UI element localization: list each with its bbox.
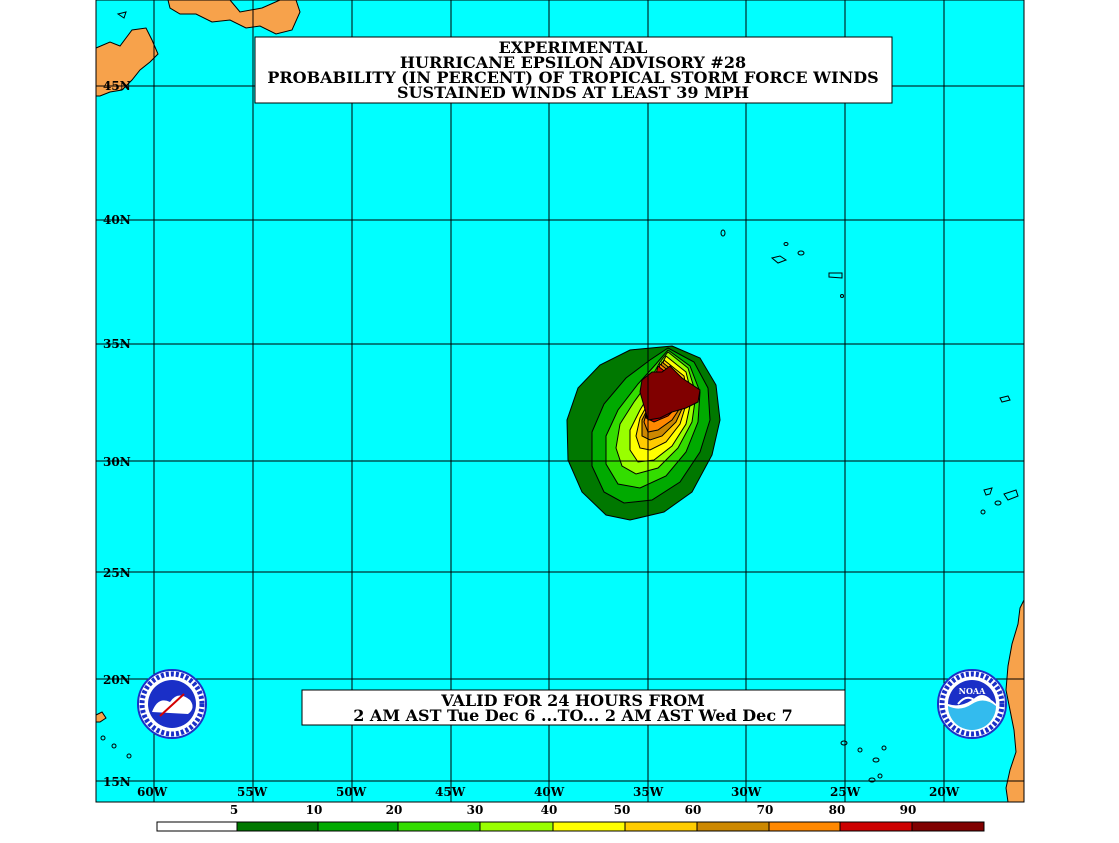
island-bermuda xyxy=(116,11,127,19)
island-azores-5 xyxy=(828,272,843,279)
legend-tick-labels: 5 10 20 30 40 50 60 70 80 90 xyxy=(230,803,917,817)
legend-tick-20: 20 xyxy=(386,803,403,817)
lon-label-30w: 30W xyxy=(731,785,762,799)
valid-box-background xyxy=(301,689,846,726)
noaa-logo-water xyxy=(948,700,996,730)
lat-label-15n: 15N xyxy=(103,775,131,789)
legend-tick-40: 40 xyxy=(541,803,558,817)
island-madeira xyxy=(999,395,1011,403)
landmass-nova-scotia xyxy=(95,27,159,97)
legend-tick-50: 50 xyxy=(614,803,631,817)
legend-tick-10: 10 xyxy=(306,803,323,817)
title-box-background xyxy=(254,36,893,104)
island-azores-2 xyxy=(770,255,788,264)
valid-period-box: VALID FOR 24 HOURS FROM 2 AM AST Tue Dec… xyxy=(301,689,846,726)
legend-tick-60: 60 xyxy=(685,803,702,817)
island-cape-verde-4 xyxy=(881,745,887,751)
legend-swatch xyxy=(552,821,626,832)
ocean-area xyxy=(96,0,1024,802)
island-azores-3 xyxy=(797,250,805,256)
island-cape-verde-6 xyxy=(877,773,883,779)
lat-lon-grid xyxy=(96,0,1024,802)
legend-tick-80: 80 xyxy=(829,803,846,817)
island-canary-3 xyxy=(994,500,1002,506)
lon-label-25w: 25W xyxy=(830,785,861,799)
island-cape-verde-2 xyxy=(857,747,863,753)
noaa-logo-sky xyxy=(948,680,996,706)
island-antilles-1 xyxy=(100,735,106,741)
landmass-africa xyxy=(1005,599,1025,803)
island-cape-verde-3 xyxy=(872,757,880,763)
landmass-newfoundland xyxy=(167,0,301,35)
nws-logo xyxy=(137,669,207,739)
noaa-logo-gull xyxy=(957,695,991,705)
noaa-logo: NOAA xyxy=(937,669,1007,739)
lon-label-35w: 35W xyxy=(633,785,664,799)
island-azores-1 xyxy=(720,229,726,237)
latitude-labels: 45N 40N 35N 30N 25N 20N 15N xyxy=(103,79,131,789)
legend-tick-90: 90 xyxy=(900,803,917,817)
color-legend: 5 10 20 30 40 50 60 70 80 90 xyxy=(156,803,985,832)
contour-band-90-plus xyxy=(639,365,701,421)
title-box: EXPERIMENTAL HURRICANE EPSILON ADVISORY … xyxy=(254,36,893,104)
legend-swatch xyxy=(624,821,698,832)
land-masses xyxy=(95,0,1025,803)
legend-swatch xyxy=(156,821,238,832)
island-cape-verde-1 xyxy=(840,740,848,746)
legend-swatch xyxy=(317,821,399,832)
title-experimental: EXPERIMENTAL xyxy=(499,38,648,57)
nws-logo-ring-text-band xyxy=(139,671,205,737)
island-canary-1 xyxy=(983,487,993,496)
island-antilles-3 xyxy=(126,753,132,759)
island-azores-4 xyxy=(783,242,789,246)
title-sustained-winds: SUSTAINED WINDS AT LEAST 39 MPH xyxy=(397,83,749,102)
legend-swatch xyxy=(839,821,913,832)
lon-label-20w: 20W xyxy=(929,785,960,799)
lon-label-45w: 45W xyxy=(435,785,466,799)
island-canary-2 xyxy=(1003,489,1019,501)
lon-label-60w: 60W xyxy=(137,785,168,799)
nws-logo-flag xyxy=(159,693,185,717)
island-canary-4 xyxy=(980,509,986,515)
lat-label-40n: 40N xyxy=(103,213,131,227)
noaa-logo-ring-text-band xyxy=(939,671,1005,737)
island-outlines xyxy=(100,11,1019,783)
lon-label-50w: 50W xyxy=(336,785,367,799)
lat-label-35n: 35N xyxy=(103,337,131,351)
legend-swatches xyxy=(156,821,985,832)
legend-swatch xyxy=(768,821,841,832)
legend-tick-30: 30 xyxy=(467,803,484,817)
lat-label-45n: 45N xyxy=(103,79,131,93)
lat-label-20n: 20N xyxy=(103,673,131,687)
noaa-logo-text: NOAA xyxy=(959,686,986,696)
lon-label-55w: 55W xyxy=(237,785,268,799)
title-probability: PROBABILITY (IN PERCENT) OF TROPICAL STO… xyxy=(267,68,878,87)
island-azores-6 xyxy=(840,294,844,298)
probability-contours xyxy=(566,345,721,521)
legend-swatch xyxy=(236,821,319,832)
valid-line-1: VALID FOR 24 HOURS FROM xyxy=(440,691,705,710)
legend-tick-70: 70 xyxy=(757,803,774,817)
legend-swatch xyxy=(397,821,481,832)
legend-swatch xyxy=(479,821,554,832)
valid-line-2: 2 AM AST Tue Dec 6 ...TO... 2 AM AST Wed… xyxy=(353,706,793,725)
legend-swatch xyxy=(911,821,985,832)
lat-label-30n: 30N xyxy=(103,455,131,469)
map-frame xyxy=(95,0,1025,803)
lon-label-40w: 40W xyxy=(534,785,565,799)
title-advisory: HURRICANE EPSILON ADVISORY #28 xyxy=(400,53,746,72)
island-cape-verde-5 xyxy=(868,777,876,783)
longitude-labels: 60W 55W 50W 45W 40W 35W 30W 25W 20W xyxy=(137,785,960,799)
legend-tick-5: 5 xyxy=(230,803,238,817)
lat-label-25n: 25N xyxy=(103,566,131,580)
island-antilles-2 xyxy=(111,743,117,749)
legend-swatch xyxy=(696,821,770,832)
